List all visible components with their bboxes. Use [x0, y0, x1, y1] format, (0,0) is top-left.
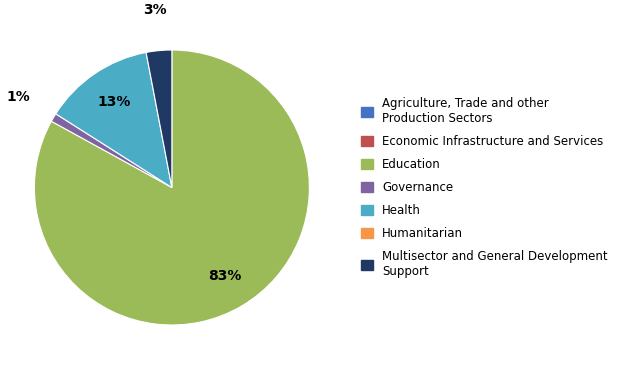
Text: 1%: 1% [6, 90, 30, 104]
Text: 3%: 3% [143, 3, 167, 16]
Legend: Agriculture, Trade and other
Production Sectors, Economic Infrastructure and Ser: Agriculture, Trade and other Production … [361, 97, 608, 278]
Text: 83%: 83% [208, 269, 241, 283]
Wedge shape [51, 114, 172, 188]
Wedge shape [34, 50, 309, 325]
Wedge shape [146, 50, 172, 188]
Text: 13%: 13% [98, 95, 131, 109]
Wedge shape [56, 53, 172, 188]
